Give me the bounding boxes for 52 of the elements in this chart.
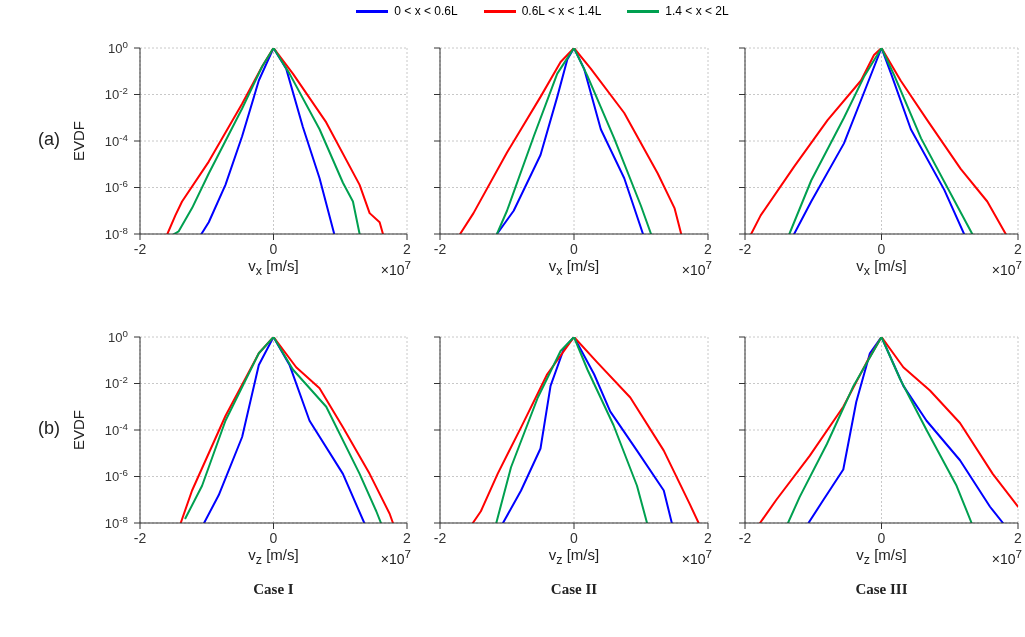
text: Case I bbox=[252, 581, 295, 598]
text: ×10$^{7}$ bbox=[380, 547, 411, 567]
x-axis-title: v$_{x}$ [m/s] bbox=[248, 257, 299, 278]
x-axis-title: v$_{z}$ [m/s] bbox=[856, 546, 907, 567]
x-axis-title: v$_{x}$ [m/s] bbox=[856, 257, 907, 278]
line-series bbox=[203, 337, 366, 523]
legend-label: 0.6L < x < 1.4L bbox=[521, 4, 602, 18]
legend-label: 1.4 < x < 2L bbox=[665, 4, 729, 18]
text: ×10$^{7}$ bbox=[991, 258, 1022, 278]
x-tick-label: 0 bbox=[269, 530, 278, 546]
y-tick-label: 10$^{0}$ bbox=[108, 38, 129, 56]
y-axis-title: EVDF bbox=[69, 120, 87, 162]
x-tick-label: -2 bbox=[433, 241, 447, 257]
y-tick-label: 10$^{-4}$ bbox=[104, 420, 129, 438]
y-tick-label: 10$^{-4}$ bbox=[104, 131, 129, 149]
x-tick-label: 2 bbox=[1014, 530, 1023, 546]
text: (a) bbox=[38, 129, 60, 150]
text: ×10$^{7}$ bbox=[681, 258, 712, 278]
y-axis-title: EVDF bbox=[69, 409, 87, 451]
x-tick-label: -2 bbox=[738, 241, 752, 257]
text: ×10$^{7}$ bbox=[991, 547, 1022, 567]
x-tick-label: 2 bbox=[704, 530, 713, 546]
x-tick-label: -2 bbox=[133, 530, 147, 546]
x-tick-label: 0 bbox=[570, 530, 579, 546]
y-tick-label: 10$^{-8}$ bbox=[104, 224, 128, 242]
x-tick-label: -2 bbox=[433, 530, 447, 546]
line-series bbox=[200, 48, 336, 234]
text: ×10$^{7}$ bbox=[681, 547, 712, 567]
x-tick-label: 0 bbox=[269, 241, 278, 257]
x-tick-label: 0 bbox=[570, 241, 579, 257]
y-tick-label: 10$^{-8}$ bbox=[104, 513, 128, 531]
x-axis-title: v$_{z}$ [m/s] bbox=[548, 546, 600, 567]
x-tick-label: -2 bbox=[738, 530, 752, 546]
y-tick-label: 10$^{-2}$ bbox=[104, 84, 128, 103]
x-axis-title: v$_{z}$ [m/s] bbox=[248, 546, 299, 567]
text: Case III bbox=[854, 581, 909, 598]
x-tick-label: 2 bbox=[704, 241, 713, 257]
x-tick-label: 2 bbox=[403, 530, 412, 546]
text: ×10$^{7}$ bbox=[380, 258, 411, 278]
y-tick-label: 10$^{-6}$ bbox=[104, 177, 128, 196]
x-axis-title: v$_{x}$ [m/s] bbox=[548, 257, 600, 278]
y-tick-label: 10$^{-6}$ bbox=[104, 466, 128, 485]
x-tick-label: 0 bbox=[877, 530, 886, 546]
x-tick-label: 2 bbox=[403, 241, 412, 257]
text: Case II bbox=[549, 581, 599, 598]
x-tick-label: 0 bbox=[877, 241, 886, 257]
legend-label: 0 < x < 0.6L bbox=[394, 4, 458, 18]
text: (b) bbox=[38, 418, 60, 439]
y-tick-label: 10$^{-2}$ bbox=[104, 373, 128, 392]
y-tick-label: 10$^{0}$ bbox=[108, 327, 129, 345]
x-tick-label: -2 bbox=[133, 241, 147, 257]
x-tick-label: 2 bbox=[1014, 241, 1023, 257]
